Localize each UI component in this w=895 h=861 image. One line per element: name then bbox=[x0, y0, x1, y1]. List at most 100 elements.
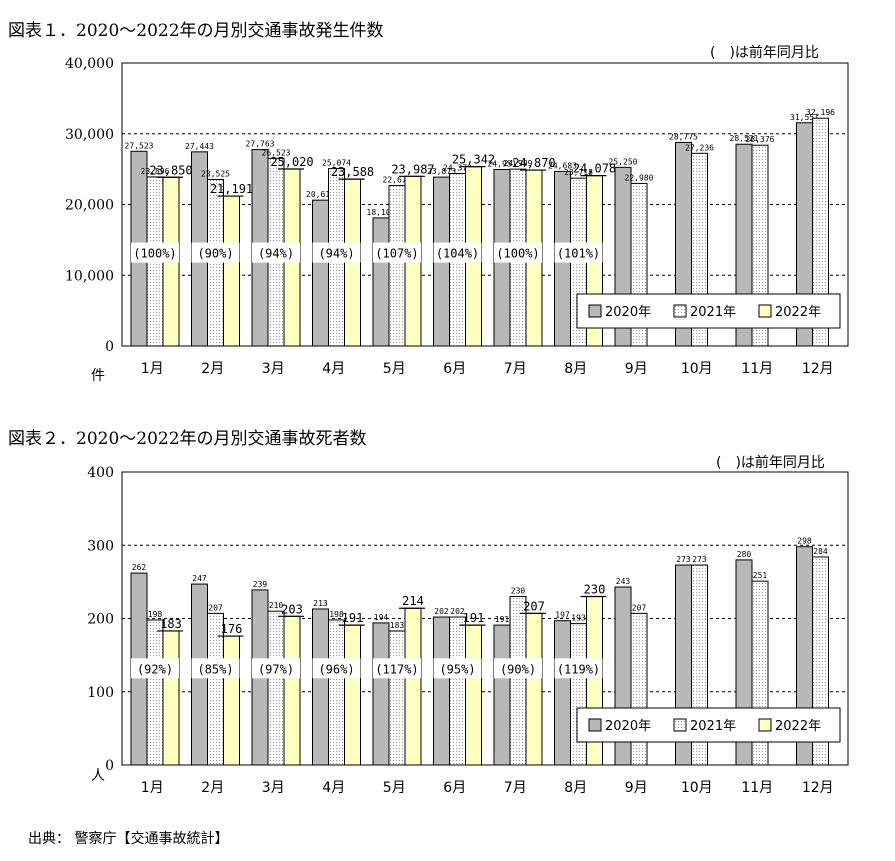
data-label-2020: 247 bbox=[192, 574, 207, 583]
bar-2021 bbox=[812, 117, 829, 347]
bar-2021 bbox=[388, 630, 406, 766]
data-label-2022: 21,191 bbox=[210, 182, 253, 196]
x-tick-label: 1月 bbox=[141, 361, 164, 377]
data-label-2022: 207 bbox=[523, 599, 545, 613]
legend bbox=[576, 707, 841, 743]
chart1-accidents: 0 10,000 20,000 30,000 40,000 件 1月 27,523 23,896… bbox=[65, 56, 849, 384]
x-tick-label: 11月 bbox=[741, 361, 773, 377]
data-label-2021: 32,196 bbox=[806, 108, 835, 117]
legend-label-2021: 2021年 bbox=[690, 305, 736, 320]
x-tick-label: 4月 bbox=[322, 361, 345, 377]
data-label-2021: 23,525 bbox=[201, 170, 230, 179]
legend-label-2022: 2022年 bbox=[775, 305, 821, 320]
data-label-2020: 24,951 bbox=[488, 159, 517, 168]
data-label-2020: 28,775 bbox=[669, 132, 698, 141]
bar-2021 bbox=[509, 596, 527, 766]
data-label-2021: 207 bbox=[632, 603, 647, 612]
legend-label-2020: 2020年 bbox=[605, 719, 651, 734]
data-label-2021: 210 bbox=[269, 601, 284, 610]
x-tick-label: 9月 bbox=[625, 780, 648, 796]
data-label-2022: 191 bbox=[463, 611, 485, 625]
data-label-2021: 183 bbox=[390, 621, 405, 630]
x-tick-label: 8月 bbox=[564, 361, 587, 377]
ratio-label-bg bbox=[494, 242, 542, 263]
y-tick-label: 300 bbox=[87, 538, 114, 554]
bar-2022 bbox=[344, 624, 361, 766]
data-label-2022: 24,078 bbox=[573, 162, 616, 176]
data-label-2020: 23,873 bbox=[427, 167, 456, 176]
ratio-label-bg bbox=[252, 658, 300, 679]
bar-2020 bbox=[433, 616, 450, 766]
ratio-label: (117%) bbox=[375, 662, 418, 676]
bar-2020 bbox=[312, 608, 329, 766]
ratio-label: (96%) bbox=[318, 662, 354, 676]
y-unit-label: 件 bbox=[91, 368, 105, 384]
ratio-label-bg bbox=[554, 242, 603, 263]
y-tick-label: 10,000 bbox=[65, 268, 114, 284]
data-label-2020: 243 bbox=[616, 577, 631, 586]
data-label-2021: 193 bbox=[571, 614, 586, 623]
legend-swatch-2020 bbox=[588, 304, 602, 318]
source-note: 出典： 警察庁【交通事故統計】 bbox=[28, 831, 229, 847]
ratio-label: (94%) bbox=[258, 247, 294, 261]
bar-2021 bbox=[388, 185, 406, 347]
data-label-2021: 22,673 bbox=[383, 176, 412, 185]
y-tick-label: 400 bbox=[87, 465, 114, 481]
ratio-label: (95%) bbox=[439, 662, 475, 676]
ratio-label-bg bbox=[494, 658, 542, 679]
bar-2022 bbox=[162, 630, 180, 766]
ratio-label-bg bbox=[312, 242, 361, 263]
data-label-2020: 28,521 bbox=[730, 134, 759, 143]
x-tick-label: 3月 bbox=[262, 780, 285, 796]
data-label-2021: 251 bbox=[753, 571, 768, 580]
data-label-2020: 27,763 bbox=[246, 140, 275, 149]
data-label-2021: 198 bbox=[329, 610, 344, 619]
data-label-2020: 194 bbox=[374, 613, 389, 622]
data-label-2020: 280 bbox=[737, 550, 752, 559]
data-label-2021: 24,999 bbox=[504, 159, 533, 168]
legend-swatch-2022 bbox=[758, 304, 772, 318]
ratio-label: (94%) bbox=[318, 247, 354, 261]
x-tick-label: 1月 bbox=[141, 780, 164, 796]
data-label-2020: 262 bbox=[132, 563, 147, 572]
data-label-2022: 25,342 bbox=[452, 153, 495, 167]
data-label-2022: 203 bbox=[281, 602, 303, 616]
y-tick-label: 0 bbox=[105, 339, 114, 355]
ratio-label: (90%) bbox=[500, 662, 536, 676]
x-tick-label: 11月 bbox=[741, 780, 773, 796]
legend-swatch-2022 bbox=[758, 718, 772, 732]
data-label-2021: 230 bbox=[511, 587, 526, 596]
y-tick-label: 200 bbox=[87, 612, 114, 628]
bar-2022 bbox=[525, 612, 543, 766]
data-label-2022: 23,987 bbox=[391, 162, 434, 176]
data-label-2021: 23,896 bbox=[141, 167, 170, 176]
chart1-title: 図表１．2020～2022年の月別交通事故発生件数 bbox=[8, 21, 384, 41]
ratio-label-bg bbox=[433, 658, 482, 679]
data-label-2022: 23,850 bbox=[149, 163, 192, 177]
ratio-label-bg bbox=[554, 658, 603, 679]
ratio-label: (104%) bbox=[436, 247, 479, 261]
data-label-2020: 239 bbox=[253, 580, 268, 589]
data-label-2020: 20,615 bbox=[306, 190, 335, 199]
y-tick-label: 0 bbox=[105, 758, 114, 774]
ratio-label-bg bbox=[131, 242, 179, 263]
data-label-2022: 176 bbox=[221, 622, 243, 636]
legend-label-2020: 2020年 bbox=[605, 305, 651, 320]
ratio-label-bg bbox=[433, 242, 482, 263]
ratio-label: (97%) bbox=[258, 662, 294, 676]
ratio-label: (100%) bbox=[496, 247, 539, 261]
ratio-label: (107%) bbox=[375, 247, 418, 261]
data-label-2021: 22,980 bbox=[625, 173, 654, 182]
data-label-2022: 25,020 bbox=[270, 155, 313, 169]
data-label-2020: 213 bbox=[313, 599, 328, 608]
bar-2020 bbox=[312, 199, 329, 347]
data-label-2022: 24,870 bbox=[512, 156, 555, 170]
ratio-label-bg bbox=[131, 658, 179, 679]
data-label-2020: 197 bbox=[555, 611, 570, 620]
bar-2021 bbox=[449, 616, 466, 766]
data-label-2020: 24,683 bbox=[548, 161, 577, 170]
data-label-2020: 202 bbox=[434, 607, 449, 616]
data-label-2021: 198 bbox=[148, 610, 163, 619]
chart2-note: ( )は前年同月比 bbox=[716, 455, 825, 471]
ratio-label-bg bbox=[373, 242, 421, 263]
